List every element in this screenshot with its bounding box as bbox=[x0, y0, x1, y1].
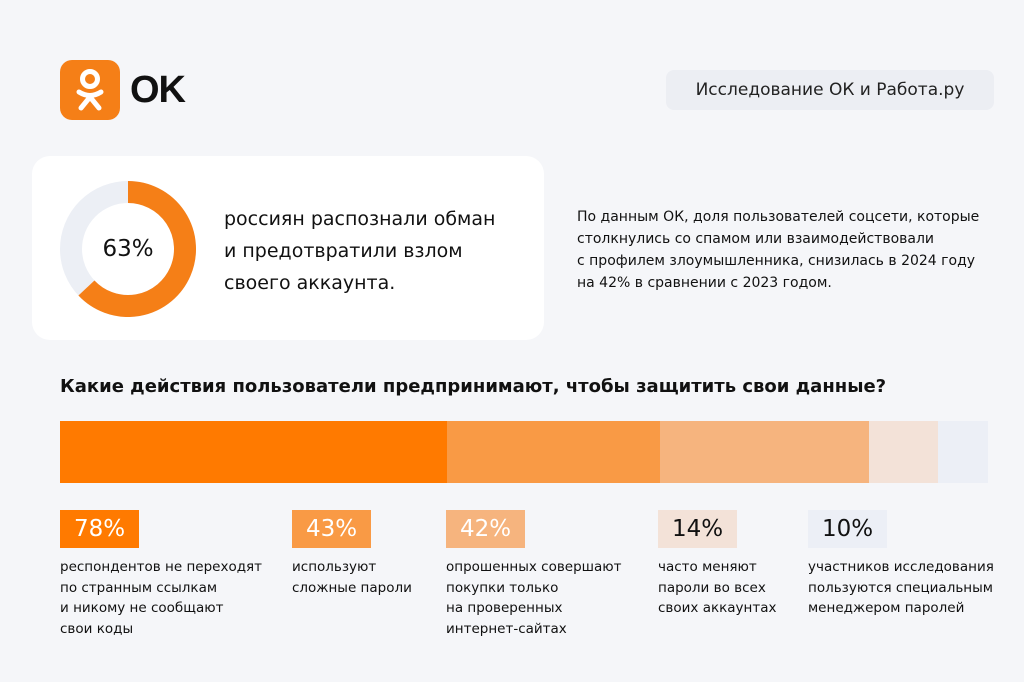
question-heading: Какие действия пользователи предпринимаю… bbox=[60, 376, 887, 397]
stat-description: часто меняют пароли во всех своих аккаунта… bbox=[658, 557, 777, 619]
stat-percent: 42% bbox=[446, 510, 526, 548]
stat-percent: 10% bbox=[808, 510, 888, 548]
highlight-line: своего аккаунта. bbox=[224, 272, 396, 294]
stat-percent: 43% bbox=[292, 510, 372, 548]
stat-description-line: своих аккаунтах bbox=[658, 600, 777, 616]
stat-description: используют сложные пароли bbox=[292, 557, 412, 598]
stat-item: 42% опрошенных совершают покупки только на … bbox=[446, 510, 622, 639]
study-badge: Исследование ОК и Работа.ру bbox=[666, 70, 994, 110]
side-note-line: с профилем злоумышленника, снизилась в 2… bbox=[577, 253, 976, 269]
highlight-line: россиян распознали обман bbox=[224, 208, 496, 230]
donut-value-arc bbox=[78, 181, 196, 317]
ok-logo: OK bbox=[60, 60, 186, 120]
stacked-bar bbox=[60, 421, 988, 483]
stat-description-line: используют bbox=[292, 559, 377, 575]
stat-description-line: по странным ссылкам bbox=[60, 579, 218, 596]
stat-description-line: пароли во всех bbox=[658, 579, 766, 596]
stat-description-line: респондентов не переходят bbox=[60, 559, 263, 575]
stat-description-line: покупки только bbox=[446, 579, 559, 596]
side-note-line: столкнулись со спамом или взаимодействов… bbox=[577, 231, 935, 247]
bar-segment bbox=[60, 421, 448, 483]
stat-description-line: менеджером паролей bbox=[808, 600, 965, 616]
highlight-line: и предотвратили взлом bbox=[224, 240, 463, 262]
stat-description: опрошенных совершают покупки только на про… bbox=[446, 557, 622, 639]
stat-description-line: и никому не сообщают bbox=[60, 600, 224, 616]
bar-segment bbox=[447, 421, 661, 483]
stat-item: 78% респондентов не переходят по странным … bbox=[60, 510, 262, 639]
bar-segment bbox=[660, 421, 869, 483]
stat-description-line: пользуются специальным bbox=[808, 579, 993, 596]
stat-item: 43% используют сложные пароли bbox=[292, 510, 412, 598]
stat-description-line: часто меняют bbox=[658, 559, 757, 575]
stat-description-line: участников исследования bbox=[808, 559, 994, 575]
stat-percent: 78% bbox=[60, 510, 140, 548]
side-note-line: По данным ОК, доля пользователей соцсети… bbox=[577, 209, 980, 225]
ok-logo-text: OK bbox=[130, 68, 186, 111]
stat-description-line: интернет-сайтах bbox=[446, 620, 567, 637]
stat-description-line: свои коды bbox=[60, 620, 134, 637]
stat-item: 10% участников исследования пользуются спе… bbox=[808, 510, 994, 619]
bar-segment bbox=[938, 421, 988, 483]
stat-description-line: опрошенных совершают bbox=[446, 559, 622, 575]
donut-center-label: 63% bbox=[102, 236, 154, 262]
stat-description: респондентов не переходят по странным ссы… bbox=[60, 557, 262, 639]
stat-description: участников исследования пользуются специа… bbox=[808, 557, 994, 619]
stat-percent: 14% bbox=[658, 510, 738, 548]
stat-item: 14% часто меняют пароли во всех своих аккау… bbox=[658, 510, 777, 619]
side-note-line: на 42% в сравнении с 2023 годом. bbox=[577, 275, 832, 291]
donut-chart bbox=[60, 181, 196, 317]
side-note: По данным ОК, доля пользователей соцсети… bbox=[577, 206, 997, 294]
highlight-text: россиян распознали обман и предотвратили… bbox=[224, 203, 524, 299]
stat-description-line: сложные пароли bbox=[292, 579, 412, 596]
ok-logo-icon bbox=[60, 60, 120, 120]
bar-segment bbox=[868, 421, 939, 483]
stat-description-line: на проверенных bbox=[446, 600, 563, 616]
